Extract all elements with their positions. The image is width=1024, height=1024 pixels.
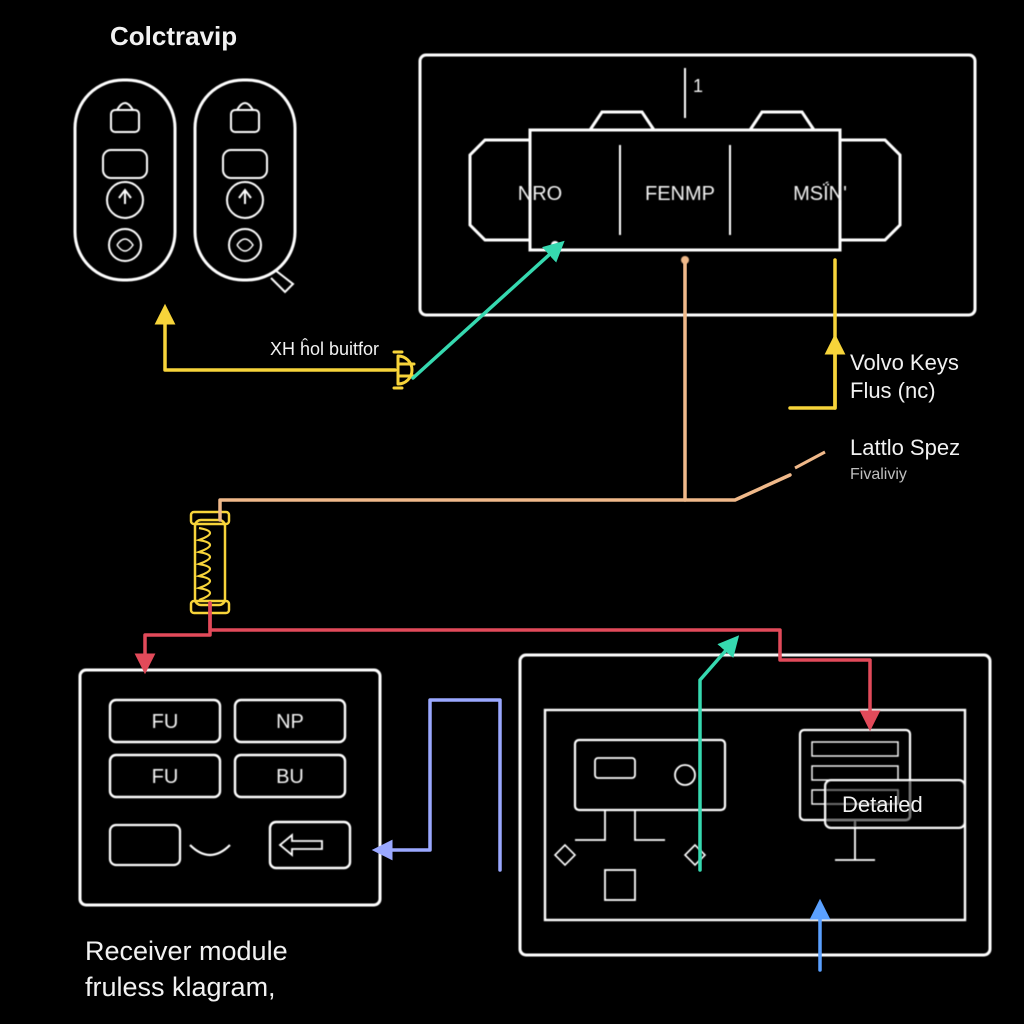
volvo-label-1: Volvo Keys — [850, 350, 959, 375]
fuse-btn-bu: BU — [276, 766, 304, 788]
top-module: 1 NRO FENMP MSḮN' — [420, 55, 975, 315]
lattlo-label-1: Lattlo Spez — [850, 435, 960, 460]
wire-teal-up-from-detail — [700, 640, 735, 870]
fuse-btn-np: NP — [276, 711, 304, 733]
keyfobs — [75, 80, 295, 292]
title-label: Colctravip — [110, 21, 237, 51]
pin-msin: MSḮN' — [793, 181, 847, 205]
pin-nro: NRO — [518, 183, 562, 205]
lattlo-label-2: Fivaliviy — [850, 466, 907, 483]
pin-fenmp: FENMP — [645, 183, 715, 205]
bottom-label-2: fruless klagram, — [85, 972, 276, 1002]
fuse-btn-fu: FU — [152, 766, 179, 788]
fuse-box: FU NP FU BU — [80, 670, 380, 905]
wire-teal-to-nro — [413, 245, 560, 378]
xh-label: XH ĥol buitfor — [270, 338, 379, 359]
wire-yellow-module-arrow — [790, 340, 835, 408]
wire-peach-lattlo — [220, 475, 790, 520]
fuse-sensor — [191, 512, 229, 613]
inline-plug — [394, 352, 414, 388]
pin1-label: 1 — [693, 76, 703, 96]
wire-violet-fuse — [378, 700, 500, 870]
detailed-label: Detailed — [842, 792, 923, 817]
wire-lattlo-tick — [795, 452, 825, 468]
volvo-label-2: Flus (nc) — [850, 378, 936, 403]
bottom-label-1: Receiver module — [85, 936, 288, 966]
fuse-btn-fu: FU — [152, 711, 179, 733]
wire-red-down-right — [210, 603, 870, 725]
